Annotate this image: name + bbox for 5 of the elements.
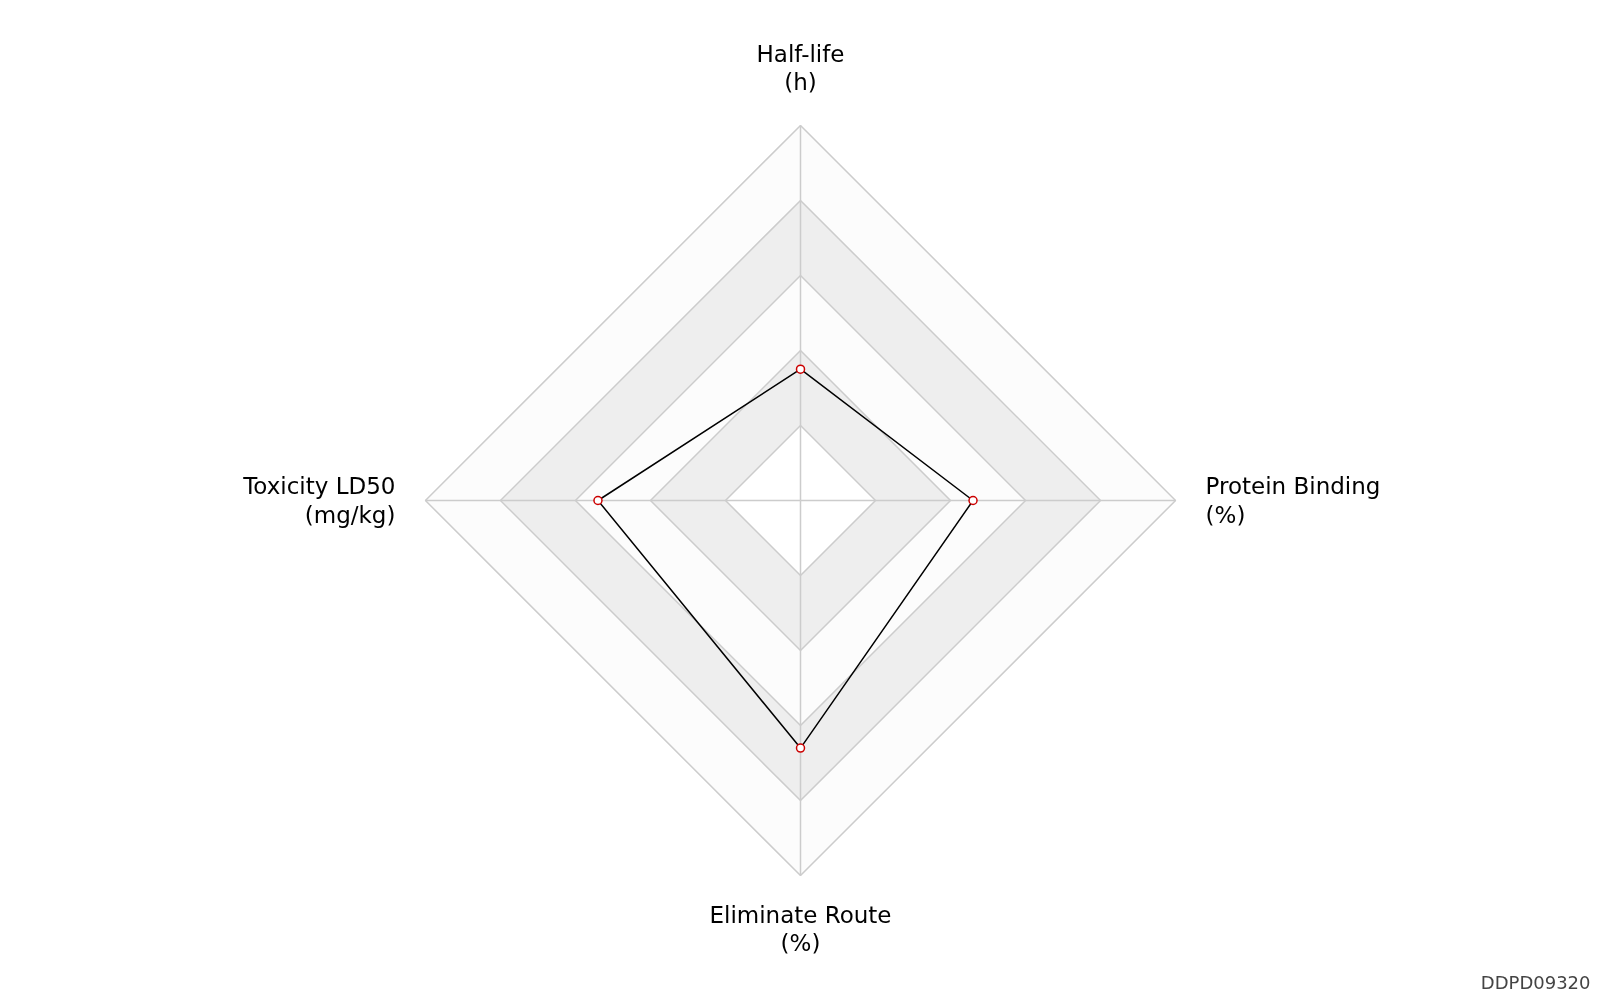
spoke-label: Eliminate Route (%) <box>709 901 892 957</box>
spoke-label: Half-life (h) <box>756 40 845 96</box>
spoke-label: Toxicity LD50 (mg/kg) <box>242 473 396 528</box>
spoke-label: Protein Binding (%) <box>1205 473 1381 528</box>
text: DDPD09320 <box>1480 971 1591 993</box>
